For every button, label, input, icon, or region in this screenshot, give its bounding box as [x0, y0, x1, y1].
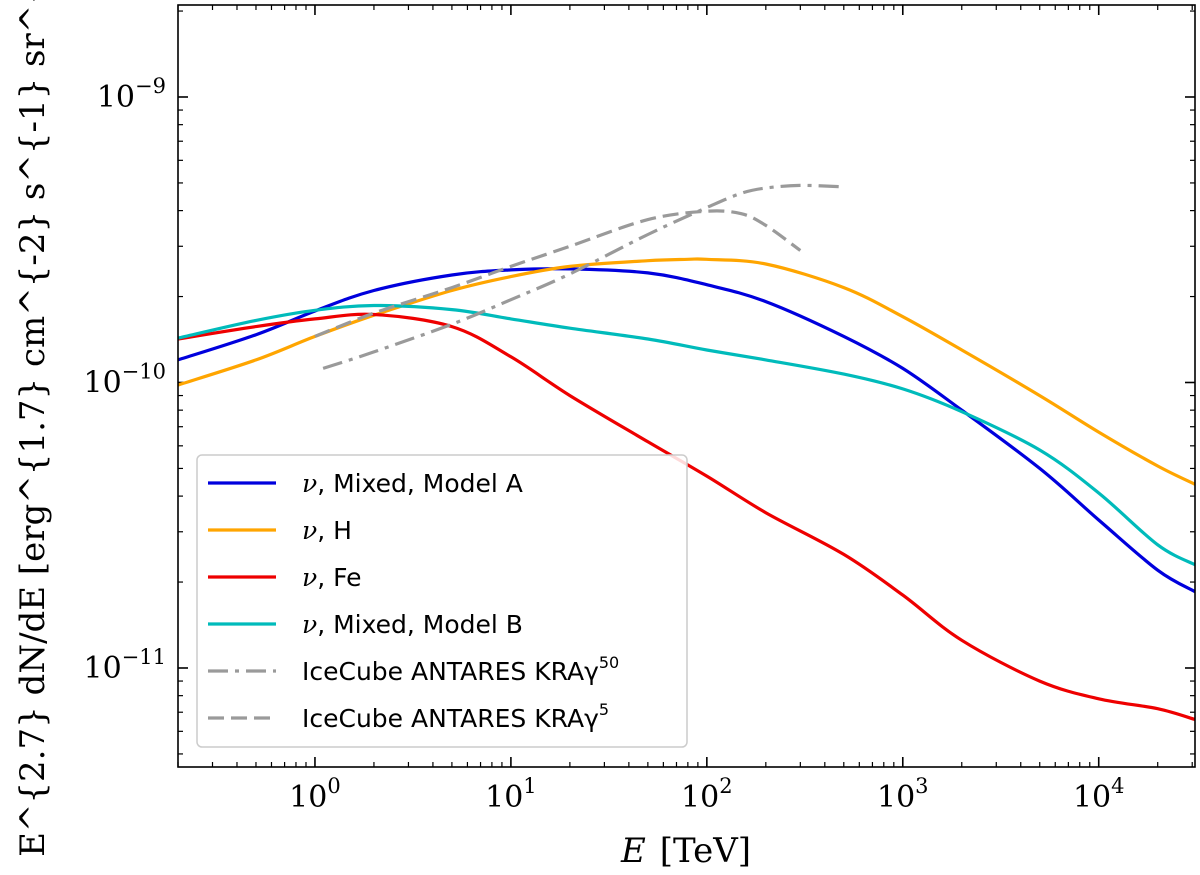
y-axis-label: E^{2.7} dN/dE [erg^{1.7} cm^{-2} s^{-1} …	[13, 0, 53, 857]
legend-label-text: , Fe	[317, 563, 361, 592]
legend-label-symbol: ν	[302, 469, 317, 498]
legend-label-sup: 50	[599, 653, 619, 672]
x-tick-label: 101	[485, 774, 537, 815]
legend-label-symbol: ν	[302, 610, 317, 639]
legend-label-symbol: ν	[302, 563, 317, 592]
y-tick-label-base: 10	[83, 365, 121, 400]
legend-label-text: , H	[317, 516, 352, 545]
x-tick-label-exp: 4	[1111, 774, 1124, 798]
x-axis-var: E	[620, 831, 646, 871]
series-layer	[177, 183, 1196, 722]
y-tick-label-exp: −11	[122, 645, 166, 669]
x-tick-label: 103	[877, 774, 929, 815]
x-tick-label-base: 10	[1073, 780, 1111, 815]
y-tick-label: 10−10	[83, 359, 166, 400]
x-tick-label-base: 10	[289, 780, 327, 815]
legend-label-4: ν, Mixed, Model B	[302, 610, 523, 639]
minor-ticks	[177, 5, 1195, 767]
legend-label-1: ν, Mixed, Model A	[302, 469, 523, 498]
x-tick-label-exp: 1	[523, 774, 536, 798]
x-tick-label-exp: 0	[327, 774, 340, 798]
x-tick-label-base: 10	[485, 780, 523, 815]
series-3-line	[177, 312, 1196, 722]
plot-frame	[177, 4, 1196, 768]
y-tick-label: 10−11	[83, 645, 166, 686]
series-6-line	[314, 209, 802, 338]
x-tick-label: 102	[681, 774, 733, 815]
x-axis-label: E [TeV]	[620, 831, 751, 871]
legend-label-text: , Mixed, Model A	[317, 469, 523, 498]
y-tick-label-base: 10	[83, 651, 121, 686]
legend-label-text: , Mixed, Model B	[317, 610, 523, 639]
legend-label-text: IceCube ANTARES KRAγ	[302, 704, 599, 733]
legend-label-2: ν, H	[302, 516, 352, 545]
legend-entries: ν, Mixed, Model Aν, Hν, Feν, Mixed, Mode…	[208, 469, 619, 733]
series-5-line	[322, 183, 841, 370]
x-tick-label-exp: 2	[719, 774, 732, 798]
y-tick-label-exp: −10	[122, 359, 166, 383]
legend: ν, Mixed, Model Aν, Hν, Feν, Mixed, Mode…	[196, 454, 688, 748]
x-tick-label-base: 10	[681, 780, 719, 815]
legend-label-3: ν, Fe	[302, 563, 362, 592]
legend-label-6: IceCube ANTARES KRAγ5	[302, 700, 609, 733]
legend-label-5: IceCube ANTARES KRAγ50	[302, 653, 619, 686]
y-tick-label-base: 10	[97, 80, 135, 115]
series-4-line	[177, 303, 1196, 567]
legend-label-sup: 5	[599, 700, 609, 719]
series-1-line	[177, 267, 1196, 594]
x-tick-label-base: 10	[877, 780, 915, 815]
x-tick-label: 104	[1073, 774, 1125, 815]
legend-box	[196, 454, 688, 748]
series-2-line	[177, 257, 1196, 486]
y-tick-label: 10−9	[97, 74, 166, 115]
y-tick-label-exp: −9	[135, 74, 166, 98]
x-axis-unit: [TeV]	[660, 831, 751, 871]
x-tick-label-exp: 3	[915, 774, 928, 798]
legend-label-text: IceCube ANTARES KRAγ	[302, 657, 599, 686]
x-tick-label: 100	[289, 774, 341, 815]
legend-label-symbol: ν	[302, 516, 317, 545]
